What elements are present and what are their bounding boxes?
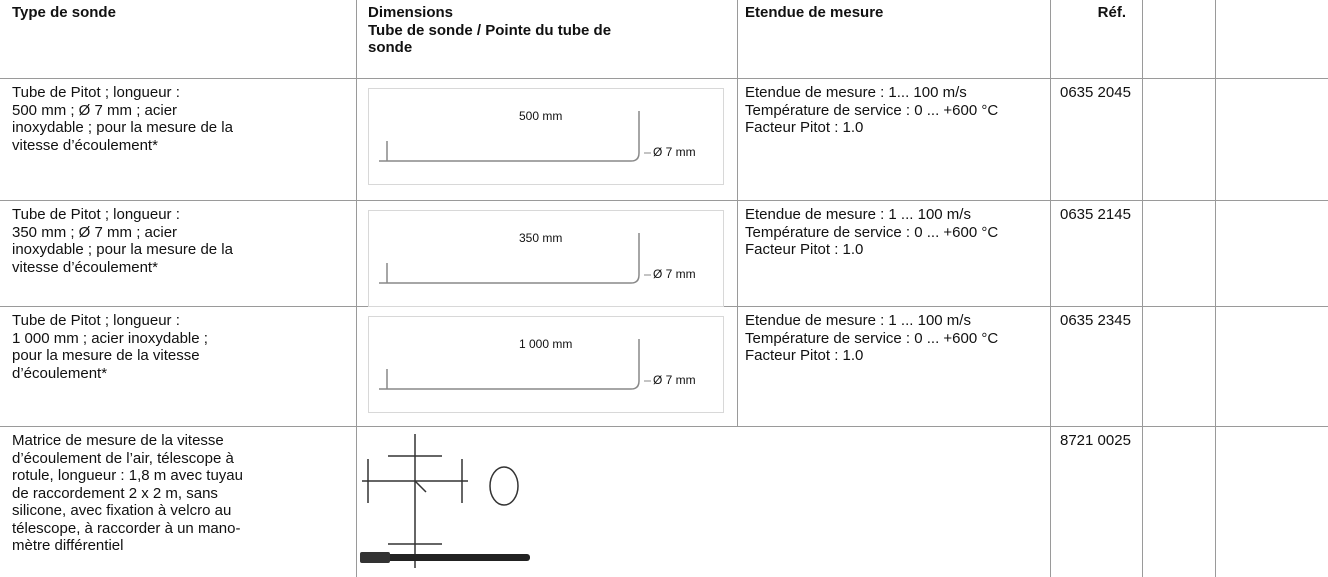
description-line: inoxydable ; pour la mesure de la bbox=[12, 119, 233, 136]
tube-drawing bbox=[379, 339, 651, 390]
column-divider bbox=[1142, 0, 1143, 577]
reference: 8721 0025 bbox=[1060, 432, 1131, 449]
description-line: silicone, avec fixation à velcro au bbox=[12, 502, 232, 519]
description-line: Tube de Pitot ; longueur : bbox=[12, 84, 180, 101]
tube-diagram: 350 mm Ø 7 mm bbox=[368, 210, 724, 307]
diameter-label: Ø 7 mm bbox=[653, 145, 696, 159]
range-line: Etendue de mesure : 1 ... 100 m/s bbox=[745, 312, 971, 329]
column-divider bbox=[1215, 0, 1216, 577]
description-line: vitesse d’écoulement* bbox=[12, 136, 158, 154]
header-cell: Type de sonde bbox=[12, 4, 116, 21]
description-line: Matrice de mesure de la vitesse bbox=[12, 432, 224, 449]
row-divider bbox=[0, 426, 1328, 427]
description-line: Tube de Pitot ; longueur : bbox=[12, 312, 180, 329]
length-label: 500 mm bbox=[519, 109, 563, 123]
tube-diagram: 1 000 mm Ø 7 mm bbox=[368, 316, 724, 413]
reference: 0635 2045 bbox=[1060, 84, 1131, 101]
reference: 0635 2145 bbox=[1060, 206, 1131, 223]
column-divider bbox=[356, 0, 357, 577]
column-divider bbox=[1050, 0, 1051, 577]
reference: 0635 2345 bbox=[1060, 312, 1131, 329]
range-line: Température de service : 0 ... +600 °C bbox=[745, 101, 999, 119]
length-label: 1 000 mm bbox=[519, 337, 573, 351]
description-line: inoxydable ; pour la mesure de la bbox=[12, 241, 233, 258]
range-line: Etendue de mesure : 1... 100 m/s bbox=[745, 84, 967, 101]
diameter-label: Ø 7 mm bbox=[653, 267, 696, 281]
header-cell: Dimensions bbox=[368, 4, 454, 21]
header-cell: sonde bbox=[368, 39, 413, 56]
description-line: rotule, longueur : 1,8 m avec tuyau bbox=[12, 467, 243, 484]
tube-drawing bbox=[379, 233, 651, 284]
probe-matrix-illustration bbox=[360, 434, 530, 568]
column-divider bbox=[737, 0, 738, 426]
tube-drawing bbox=[379, 111, 651, 162]
diameter-label: Ø 7 mm bbox=[653, 373, 696, 387]
description-line: 350 mm ; Ø 7 mm ; acier bbox=[12, 223, 178, 241]
description-line: 500 mm ; Ø 7 mm ; acier bbox=[12, 101, 178, 119]
description-line: pour la mesure de la vitesse bbox=[12, 347, 200, 364]
description-line: de raccordement 2 x 2 m, sans bbox=[12, 484, 218, 502]
description-line: 1 000 mm ; acier inoxydable ; bbox=[12, 329, 208, 347]
row-divider bbox=[0, 78, 1328, 79]
description-line: télescope, à raccorder à un mano- bbox=[12, 519, 241, 537]
range-line: Température de service : 0 ... +600 °C bbox=[745, 329, 999, 347]
row-divider bbox=[0, 200, 1328, 201]
header-cell: Etendue de mesure bbox=[745, 4, 884, 21]
header-cell: Réf. bbox=[1097, 4, 1126, 21]
description-line: Tube de Pitot ; longueur : bbox=[12, 206, 180, 223]
length-label: 350 mm bbox=[519, 231, 563, 245]
description-line: d’écoulement de l’air, télescope à bbox=[12, 449, 234, 467]
range-line: Facteur Pitot : 1.0 bbox=[745, 119, 864, 136]
range-line: Température de service : 0 ... +600 °C bbox=[745, 223, 999, 241]
description-line: d’écoulement* bbox=[12, 364, 108, 382]
tube-diagram: 500 mm Ø 7 mm bbox=[368, 88, 724, 185]
description-line: vitesse d’écoulement* bbox=[12, 258, 158, 276]
range-line: Etendue de mesure : 1 ... 100 m/s bbox=[745, 206, 971, 223]
range-line: Facteur Pitot : 1.0 bbox=[745, 241, 864, 258]
range-line: Facteur Pitot : 1.0 bbox=[745, 347, 864, 364]
description-line: mètre différentiel bbox=[12, 537, 124, 554]
header-cell: Tube de sonde / Pointe du tube de bbox=[368, 21, 612, 39]
